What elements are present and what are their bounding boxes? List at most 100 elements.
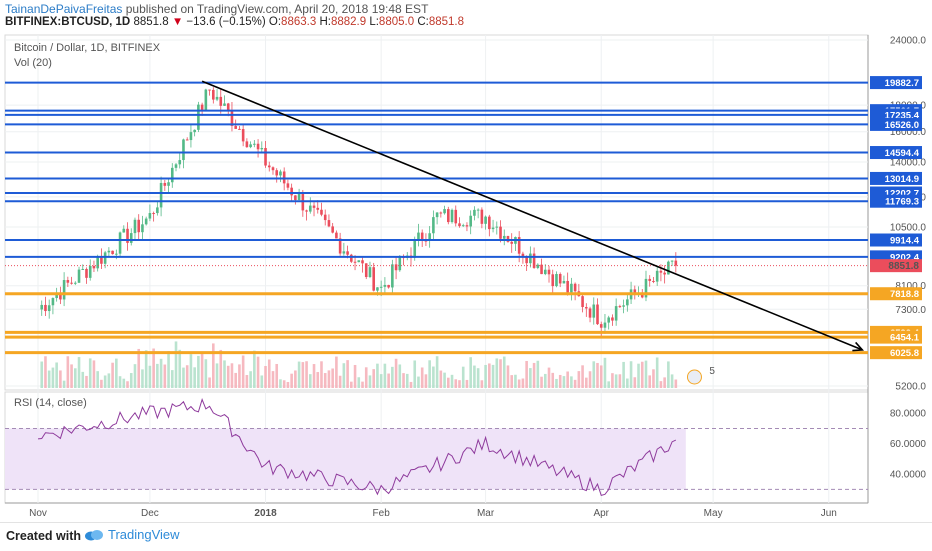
candle-body xyxy=(435,212,439,218)
volume-bar xyxy=(588,371,592,388)
volume-bar xyxy=(506,365,510,388)
volume-bar xyxy=(566,371,569,388)
candle-body xyxy=(663,272,666,275)
candle-body xyxy=(215,96,219,100)
candle-body xyxy=(506,235,510,242)
candle-body xyxy=(245,141,249,148)
candle-body xyxy=(372,267,375,291)
volume-bar xyxy=(491,364,495,388)
volume-bar xyxy=(338,375,342,388)
volume-bar xyxy=(335,356,338,388)
candle-body xyxy=(655,270,659,282)
candle-body xyxy=(115,253,118,255)
footer: Created with TradingView xyxy=(0,522,932,551)
volume-bar xyxy=(282,380,286,388)
volume-bar xyxy=(510,375,514,388)
volume-bar xyxy=(405,373,409,388)
candle-body xyxy=(659,270,663,273)
candle-body xyxy=(521,253,525,257)
candle-body xyxy=(573,283,577,292)
volume-bar xyxy=(543,373,547,388)
volume-bar xyxy=(245,375,249,388)
volume-bar xyxy=(428,360,431,388)
volume-bar xyxy=(215,363,219,388)
candle-body xyxy=(74,282,77,284)
volume-bar xyxy=(596,362,599,388)
volume-bar xyxy=(74,368,77,388)
candle-body xyxy=(308,205,312,212)
volume-bar xyxy=(368,375,372,388)
candle-body xyxy=(428,233,431,241)
created-with-label: Created with xyxy=(6,529,82,543)
volume-bar xyxy=(443,372,446,388)
candle-body xyxy=(585,307,588,309)
candle-body xyxy=(55,293,58,299)
volume-bar xyxy=(439,370,443,388)
volume-bar xyxy=(413,360,417,388)
author-link[interactable]: TainanDePaivaFreitas xyxy=(5,2,123,16)
low-label: L: xyxy=(369,16,379,28)
candle-body xyxy=(588,308,592,318)
candle-body xyxy=(614,306,618,321)
candle-body xyxy=(398,257,402,271)
volume-bar xyxy=(152,348,155,388)
candle-body xyxy=(118,232,122,254)
volume-bar xyxy=(570,376,573,388)
volume-bar xyxy=(667,361,670,388)
candle-body xyxy=(599,324,603,328)
candle-body xyxy=(111,250,114,255)
price-tick-label: 5200.0 xyxy=(895,382,926,393)
candle-body xyxy=(648,278,652,281)
volume-bar xyxy=(234,372,237,388)
volume-bar xyxy=(200,354,204,388)
volume-bar xyxy=(62,380,66,388)
candle-body xyxy=(652,280,655,282)
level-tag-box xyxy=(870,194,922,208)
volume-bar xyxy=(137,348,141,388)
candle-body xyxy=(420,232,424,241)
time-tick-label: Apr xyxy=(593,508,609,519)
candle-body xyxy=(499,226,502,239)
time-tick-label: Feb xyxy=(373,508,391,519)
level-price-tag: 11769.3 xyxy=(870,194,922,208)
candle-body xyxy=(555,274,558,287)
volume-bar xyxy=(350,381,353,388)
volume-bar xyxy=(514,374,517,388)
volume-bar xyxy=(77,357,81,388)
candle-body xyxy=(364,263,368,278)
volume-bar xyxy=(279,379,282,388)
volume-bar xyxy=(219,349,223,388)
tradingview-logo[interactable]: TradingView xyxy=(84,527,180,542)
candle-body xyxy=(674,260,678,266)
volume-bar xyxy=(465,379,469,388)
candle-body xyxy=(320,209,323,215)
time-tick-label: May xyxy=(704,508,723,519)
candle-body xyxy=(570,283,573,293)
volume-bar xyxy=(376,363,379,388)
last-price: 8851.8 xyxy=(133,16,169,28)
candle-body xyxy=(212,89,215,100)
candle-body xyxy=(461,225,465,227)
tradingview-brand: TradingView xyxy=(108,527,180,542)
volume-bar xyxy=(189,354,193,388)
volume-bar xyxy=(286,381,290,388)
volume-bar xyxy=(629,361,633,388)
publish-info: TainanDePaivaFreitas published on Tradin… xyxy=(5,2,428,16)
candle-body xyxy=(439,212,443,214)
candle-body xyxy=(644,278,648,298)
us-flag-icon xyxy=(686,369,702,385)
candle-body xyxy=(305,210,308,212)
volume-bar xyxy=(529,368,532,388)
level-price-tag: 6025.8 xyxy=(870,346,922,360)
candle-body xyxy=(379,286,383,288)
volume-bar xyxy=(212,343,215,388)
volume-bar xyxy=(402,373,405,388)
candle-body xyxy=(458,223,461,227)
volume-bar xyxy=(614,374,618,388)
candle-body xyxy=(234,125,237,129)
volume-bar xyxy=(525,360,528,388)
candle-body xyxy=(327,220,331,227)
volume-bar xyxy=(163,364,167,388)
candle-body xyxy=(502,235,506,239)
